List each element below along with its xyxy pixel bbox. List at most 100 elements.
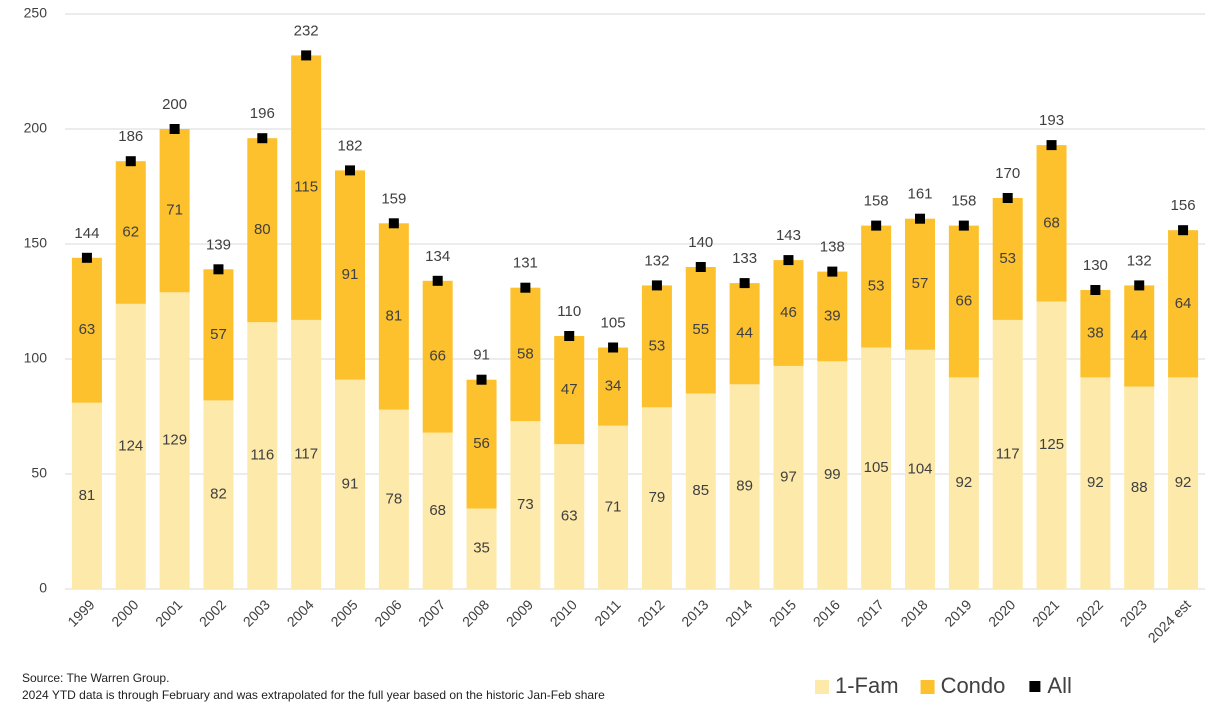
y-tick-label: 200	[24, 120, 48, 136]
bar-segment	[598, 425, 629, 589]
segment-label: 92	[1175, 474, 1192, 491]
segment-label: 125	[1039, 436, 1064, 453]
x-tick-label: 2002	[196, 596, 229, 629]
bar-segment	[378, 223, 409, 410]
segment-label: 116	[250, 447, 274, 464]
total-label: 196	[250, 105, 275, 122]
total-marker	[1002, 193, 1013, 203]
total-label: 158	[951, 193, 976, 210]
segment-label: 73	[517, 496, 534, 513]
x-tick-label: 2016	[810, 596, 843, 629]
x-tick-label: 2007	[415, 596, 448, 629]
segment-label: 47	[561, 381, 578, 398]
bar-segment	[1168, 377, 1199, 589]
total-label: 130	[1083, 257, 1108, 274]
segment-label: 55	[692, 321, 709, 338]
segment-label: 35	[473, 540, 490, 557]
legend-swatch	[1029, 681, 1041, 692]
bar-segment	[1080, 290, 1111, 378]
total-marker	[345, 165, 355, 176]
total-label: 161	[907, 186, 932, 203]
total-marker	[388, 218, 399, 229]
bar-segment	[1080, 377, 1111, 589]
bar-segment	[422, 280, 453, 433]
segment-label: 63	[79, 321, 96, 338]
bar-segment	[115, 161, 146, 304]
x-tick-label: 2010	[547, 596, 580, 629]
total-label: 159	[381, 190, 406, 207]
segment-label: 104	[907, 460, 932, 477]
x-tick-label: 2014	[722, 596, 755, 629]
segment-label: 39	[824, 307, 841, 324]
bar-segment	[335, 379, 365, 589]
bar-segment	[203, 269, 234, 401]
x-tick-label: 2011	[591, 596, 624, 629]
bar-segment	[71, 257, 102, 403]
segment-label: 129	[162, 432, 187, 449]
total-marker	[213, 264, 224, 275]
bar-segment	[159, 129, 190, 293]
y-tick-label: 250	[24, 5, 48, 21]
segment-label: 53	[999, 250, 1016, 267]
total-label: 131	[513, 255, 538, 272]
bar-segment	[948, 225, 979, 378]
bar-segment	[1036, 301, 1067, 589]
bar-segment	[641, 407, 672, 589]
total-label: 138	[820, 239, 845, 256]
total-marker	[871, 220, 882, 231]
bar-segment	[510, 421, 541, 589]
segment-label: 85	[692, 482, 709, 499]
x-tick-label: 2006	[371, 596, 404, 629]
x-tick-label: 2013	[678, 596, 711, 629]
bar-segment	[685, 393, 716, 589]
bar-segment	[378, 409, 409, 589]
total-marker	[125, 156, 136, 167]
bar-segment	[1036, 145, 1067, 302]
total-marker	[915, 213, 925, 224]
x-tick-label: 2009	[503, 596, 536, 629]
segment-label: 66	[429, 348, 446, 365]
bar-segment	[71, 402, 102, 589]
segment-label: 66	[956, 292, 973, 309]
segment-label: 79	[649, 489, 666, 506]
total-marker	[958, 220, 969, 231]
segment-label: 82	[210, 486, 227, 503]
bar-segment	[992, 198, 1023, 320]
total-marker	[783, 255, 794, 266]
total-label: 193	[1039, 112, 1064, 129]
segment-label: 58	[517, 345, 534, 362]
x-tick-label: 2021	[1029, 596, 1062, 629]
bar-segment	[554, 444, 585, 589]
segment-label: 56	[473, 435, 490, 452]
total-marker	[520, 282, 531, 293]
total-label: 133	[732, 250, 757, 267]
total-marker	[301, 50, 312, 61]
total-label: 91	[473, 347, 490, 364]
total-label: 134	[425, 248, 450, 265]
total-marker	[169, 124, 180, 134]
source-note: Source: The Warren Group.	[22, 671, 169, 685]
segment-label: 71	[605, 498, 622, 515]
total-label: 200	[162, 96, 187, 113]
bar-segment	[992, 319, 1023, 589]
total-marker	[564, 331, 575, 341]
total-marker	[651, 280, 662, 291]
bar-segment	[905, 349, 935, 589]
footnote: 2024 YTD data is through February and wa…	[22, 688, 605, 702]
segment-label: 92	[1087, 474, 1104, 491]
segment-label: 124	[118, 437, 143, 454]
bar-segment	[1124, 285, 1155, 387]
bar-segment	[554, 336, 585, 445]
bar-segment	[203, 400, 234, 589]
segment-label: 117	[294, 445, 318, 462]
segment-label: 71	[166, 202, 183, 219]
segment-label: 105	[864, 459, 889, 476]
segment-label: 53	[868, 278, 885, 295]
segment-label: 89	[736, 478, 753, 495]
total-marker	[695, 262, 706, 272]
total-marker	[1134, 280, 1145, 291]
total-marker	[1046, 140, 1057, 151]
bar-segment	[115, 303, 146, 589]
legend-label: Condo	[941, 673, 1006, 698]
